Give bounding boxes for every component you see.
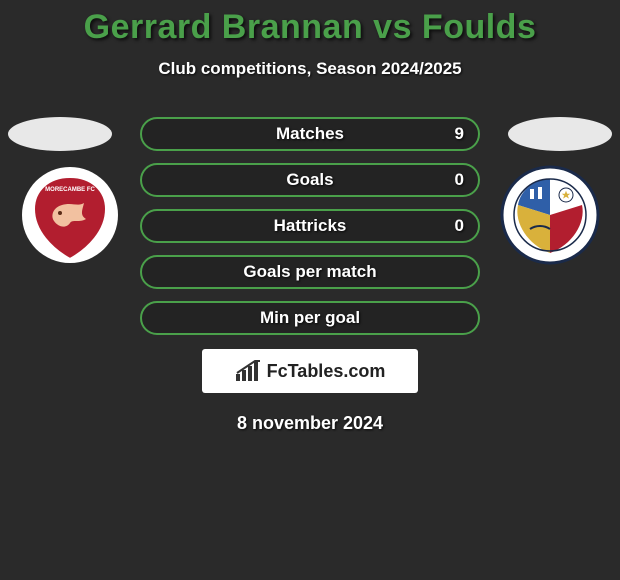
stats-section: MORECAMBE FC Matc [0, 117, 620, 335]
stat-label: Goals per match [243, 262, 376, 282]
right-club-badge-icon [500, 165, 600, 265]
svg-text:MORECAMBE FC: MORECAMBE FC [45, 187, 95, 193]
stat-label: Goals [286, 170, 333, 190]
comparison-card: Gerrard Brannan vs Foulds Club competiti… [0, 0, 620, 434]
bar-chart-icon [235, 360, 261, 382]
club-badge-right [500, 165, 600, 265]
player-portrait-left [8, 117, 112, 151]
branding-box: FcTables.com [202, 349, 418, 393]
stat-label: Matches [276, 124, 344, 144]
stat-label: Min per goal [260, 308, 360, 328]
stat-row-matches: Matches 9 [140, 117, 480, 151]
stat-label: Hattricks [274, 216, 347, 236]
player-portrait-right [508, 117, 612, 151]
club-badge-left: MORECAMBE FC [20, 165, 120, 265]
stat-value-right: 9 [455, 124, 464, 144]
subtitle: Club competitions, Season 2024/2025 [0, 59, 620, 79]
stat-row-goals: Goals 0 [140, 163, 480, 197]
branding-text: FcTables.com [267, 361, 386, 382]
stat-row-hattricks: Hattricks 0 [140, 209, 480, 243]
page-title: Gerrard Brannan vs Foulds [0, 8, 620, 47]
stat-row-min-per-goal: Min per goal [140, 301, 480, 335]
stat-row-goals-per-match: Goals per match [140, 255, 480, 289]
stat-value-right: 0 [455, 216, 464, 236]
snapshot-date: 8 november 2024 [0, 413, 620, 434]
stat-value-right: 0 [455, 170, 464, 190]
morecambe-badge-icon: MORECAMBE FC [20, 165, 120, 265]
